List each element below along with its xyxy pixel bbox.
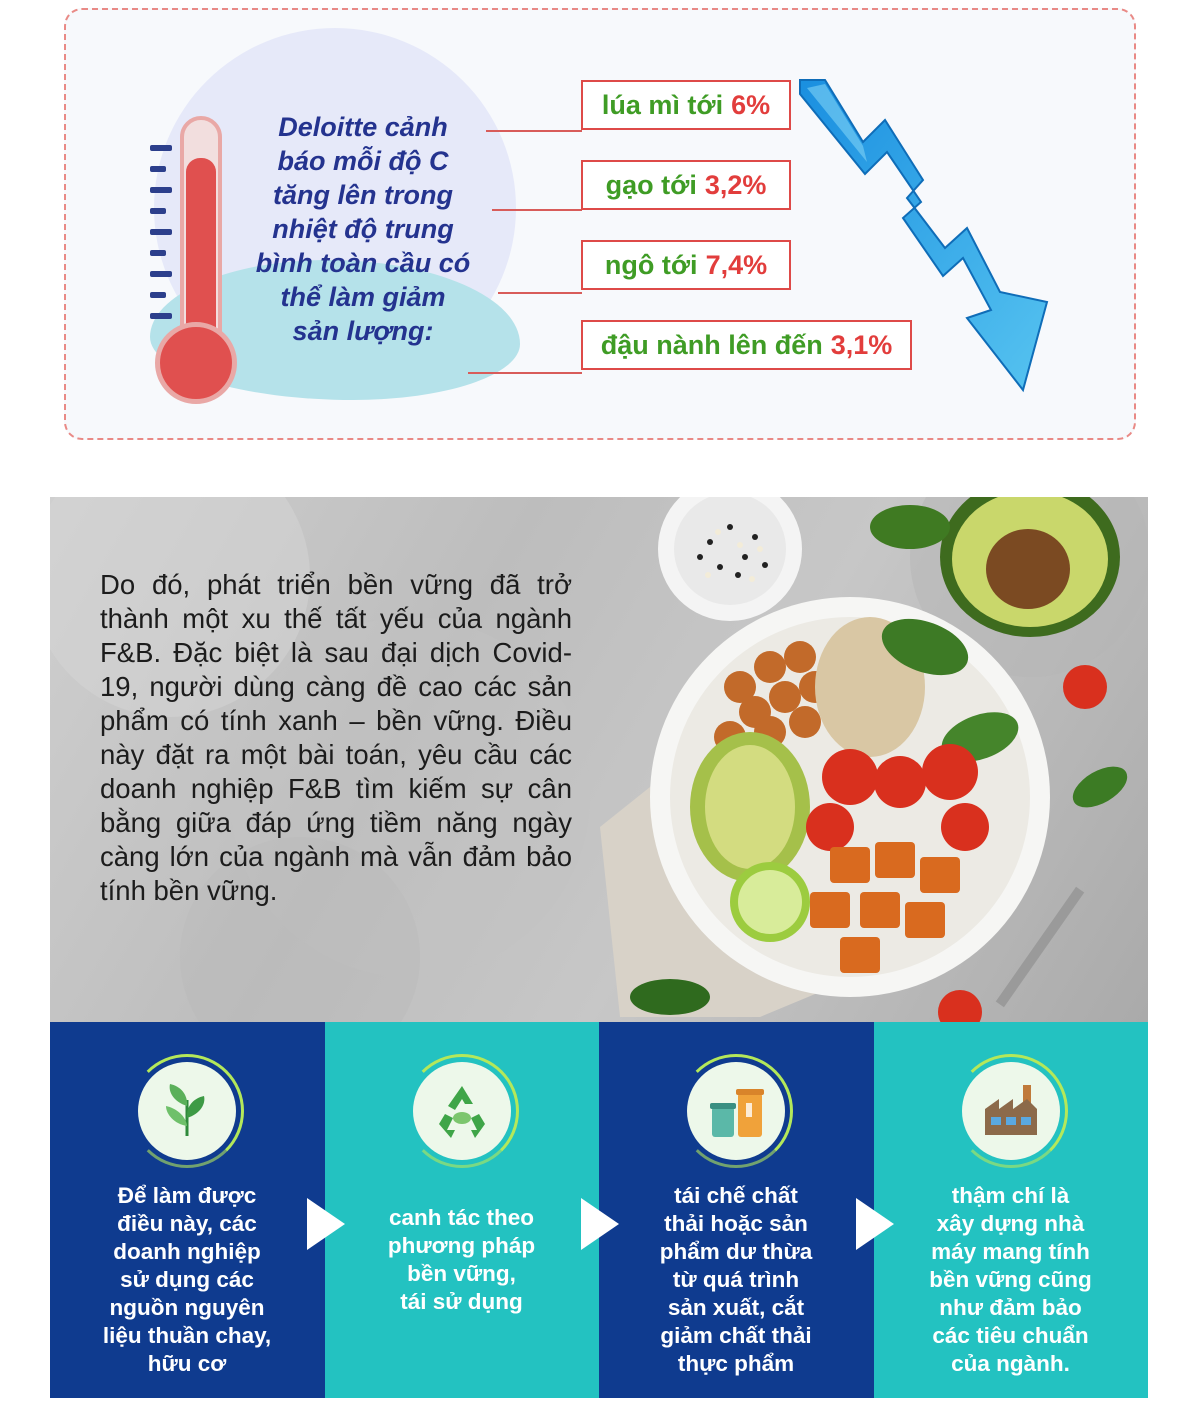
step-line: nguồn nguyên [109, 1295, 265, 1320]
step-line: máy mang tính [931, 1239, 1090, 1264]
step-line: tái chế chất [674, 1183, 798, 1208]
step-line: phương pháp [387, 1233, 536, 1258]
connector-line [468, 372, 582, 374]
headline-line: tăng lên trong [273, 180, 453, 210]
headline-line: thể làm giảm [280, 282, 446, 312]
step-line: liệu thuần chay, [102, 1323, 272, 1348]
sustainability-steps: Để làm được điều này, các doanh nghiệp s… [50, 1022, 1148, 1398]
headline-line: bình toàn cầu có [255, 248, 471, 278]
connector-line [492, 209, 582, 211]
step-line: doanh nghiệp [113, 1239, 261, 1264]
step-line: giảm chất thải [660, 1323, 812, 1348]
connector-line [486, 130, 582, 132]
crop-box-corn: ngô tới 7,4% [581, 240, 791, 290]
recycle-bins-icon [687, 1062, 785, 1160]
step-line: thậm chí là [951, 1183, 1070, 1208]
crop-box-wheat: lúa mì tới 6% [581, 80, 791, 130]
step-line: hữu cơ [147, 1351, 227, 1376]
recycle-icon [412, 1062, 511, 1160]
step-line: thải hoặc sản [664, 1211, 808, 1236]
step-line: bền vững cũng [929, 1267, 1092, 1292]
chevron-right-icon [581, 1198, 619, 1250]
step-line: sản xuất, cắt [667, 1295, 805, 1320]
crop-name: gạo tới [605, 169, 697, 200]
step-text: canh tác theo phương pháp bền vững, tái … [345, 1204, 579, 1316]
connector-line [498, 292, 582, 294]
step-line: phẩm dư thừa [659, 1239, 813, 1264]
step-line: các tiêu chuẩn [932, 1323, 1089, 1348]
step-sustainable-farming: canh tác theo phương pháp bền vững, tái … [306, 1022, 599, 1398]
sustainability-paragraph: Do đó, phát triển bền vững đã trở thành … [100, 569, 572, 906]
crop-box-rice: gạo tới 3,2% [581, 160, 791, 210]
step-line: điều này, các [117, 1211, 257, 1236]
step-line: Để làm được [117, 1183, 257, 1208]
deloitte-warning-text: Deloitte cảnh báo mỗi độ C tăng lên tron… [228, 110, 498, 348]
step-organic-ingredients: Để làm được điều này, các doanh nghiệp s… [50, 1022, 325, 1398]
step-sustainable-factory: thậm chí là xây dựng nhà máy mang tính b… [855, 1022, 1148, 1398]
step-line: xây dựng nhà [936, 1211, 1085, 1236]
headline-line: báo mỗi độ C [277, 146, 449, 176]
step-line: bền vững, [407, 1261, 516, 1286]
step-text: Để làm được điều này, các doanh nghiệp s… [70, 1182, 304, 1378]
step-line: tái sử dụng [400, 1289, 523, 1314]
step-text: tái chế chất thải hoặc sản phẩm dư thừa … [619, 1182, 853, 1378]
crop-value: 7,4% [705, 249, 768, 280]
crop-box-soybean: đậu nành lên đến 3,1% [581, 320, 912, 370]
chevron-right-icon [855, 1198, 894, 1250]
step-line: của ngành. [951, 1351, 1070, 1376]
headline-line: Deloitte cảnh [278, 112, 448, 142]
chevron-right-icon [306, 1198, 345, 1250]
step-line: thực phẩm [677, 1351, 795, 1376]
crop-name: lúa mì tới [601, 89, 724, 120]
step-text: thậm chí là xây dựng nhà máy mang tính b… [894, 1182, 1128, 1378]
buddha-bowl-image [600, 497, 1128, 1023]
headline-line: sản lượng: [292, 316, 434, 346]
crop-value: 3,1% [830, 329, 893, 360]
step-line: sử dụng các [120, 1267, 254, 1292]
crop-value: 6% [731, 89, 771, 120]
down-trend-arrow-icon [799, 79, 1049, 393]
headline-line: nhiệt độ trung [272, 214, 454, 244]
crop-name: đậu nành lên đến [600, 329, 823, 360]
crop-value: 3,2% [704, 169, 767, 200]
step-line: canh tác theo [388, 1205, 535, 1230]
leaf-icon [138, 1062, 236, 1160]
crop-name: ngô tới [604, 249, 698, 280]
factory-icon [961, 1062, 1060, 1160]
step-line: như đảm bảo [939, 1295, 1082, 1320]
step-waste-recycling: tái chế chất thải hoặc sản phẩm dư thừa … [581, 1022, 874, 1398]
step-line: từ quá trình [672, 1267, 800, 1292]
